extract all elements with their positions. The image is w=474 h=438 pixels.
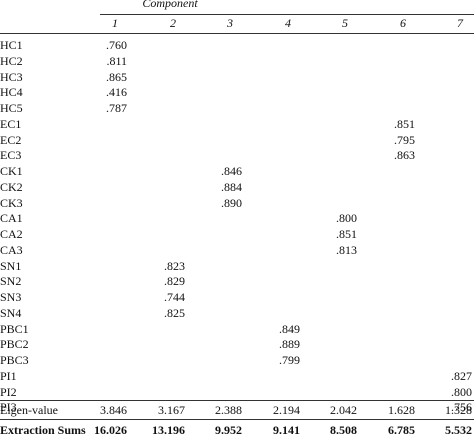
cell: .416 [106, 85, 127, 100]
row-label: CK3 [0, 195, 23, 210]
cell: 16.026 [94, 423, 127, 437]
cell: .851 [394, 116, 415, 131]
cell: .795 [394, 132, 415, 147]
cell: 2.042 [330, 403, 357, 417]
column-header: 7 [457, 16, 463, 30]
eigen-top-rule [0, 400, 474, 401]
row-label: HC5 [0, 101, 23, 115]
cell: .890 [221, 195, 242, 210]
column-header: 3 [227, 16, 233, 30]
row-label: HC1 [0, 38, 23, 52]
row-label: PBC2 [0, 337, 29, 352]
cell: .756 [451, 400, 472, 415]
cell: .884 [221, 179, 242, 194]
cell: 3.167 [158, 403, 185, 417]
cell: 1.328 [445, 403, 472, 417]
cell: .787 [106, 101, 127, 115]
row-label: CK2 [0, 179, 23, 194]
row-label: EC3 [0, 148, 22, 163]
cell: 2.194 [273, 403, 300, 417]
cell: .865 [106, 69, 127, 84]
row-label: PI2 [0, 384, 17, 399]
cell: 13.196 [152, 423, 185, 437]
row-label: CK1 [0, 164, 23, 178]
cell: 1.628 [388, 403, 415, 417]
cell: .799 [279, 353, 300, 367]
cell: .863 [394, 148, 415, 163]
cell: .829 [164, 274, 185, 289]
cell: .889 [279, 337, 300, 352]
cell: .813 [336, 242, 357, 257]
row-label: HC3 [0, 69, 23, 84]
cell: 9.952 [215, 423, 242, 437]
group-header: Component [142, 0, 198, 10]
cell: .760 [106, 38, 127, 52]
cell: 3.846 [100, 403, 127, 417]
cell: .827 [451, 368, 472, 383]
cell: .800 [336, 211, 357, 226]
cell: 2.388 [215, 403, 242, 417]
cell: 6.785 [388, 423, 415, 437]
cell: .744 [164, 290, 185, 304]
cell: .825 [164, 305, 185, 320]
cell: .800 [451, 384, 472, 399]
column-header: 4 [285, 16, 291, 30]
row-label: PBC1 [0, 321, 29, 336]
row-label: CA3 [0, 242, 23, 257]
row-label: SN4 [0, 305, 22, 320]
cell: .849 [279, 321, 300, 336]
row-label: SN3 [0, 290, 22, 304]
header-rule [100, 14, 474, 15]
row-label: EC2 [0, 132, 22, 147]
row-label: HC2 [0, 53, 23, 68]
row-label: SN2 [0, 274, 22, 289]
cell: 9.141 [273, 423, 300, 437]
row-label: PI1 [0, 368, 17, 383]
column-header: 2 [170, 16, 176, 30]
row-label: Extraction Sums [0, 423, 86, 437]
row-label: PI3 [0, 400, 17, 415]
cell: .851 [336, 227, 357, 241]
cell: .811 [106, 53, 127, 68]
row-label: EC1 [0, 116, 22, 131]
row-label: CA2 [0, 227, 23, 241]
row-label: PBC3 [0, 353, 29, 367]
cell: 5.532 [445, 423, 472, 437]
row-label: HC4 [0, 85, 23, 100]
column-header: 6 [400, 16, 406, 30]
column-header: 5 [342, 16, 348, 30]
cell: .823 [164, 258, 185, 273]
cell: .846 [221, 164, 242, 178]
row-label: CA1 [0, 211, 23, 226]
header-bottom-rule [0, 33, 474, 34]
row-label: Eigen-value [0, 403, 58, 417]
extraction-top-rule [0, 419, 474, 420]
cell: 8.508 [330, 423, 357, 437]
column-header: 1 [112, 16, 118, 30]
row-label: SN1 [0, 258, 22, 273]
